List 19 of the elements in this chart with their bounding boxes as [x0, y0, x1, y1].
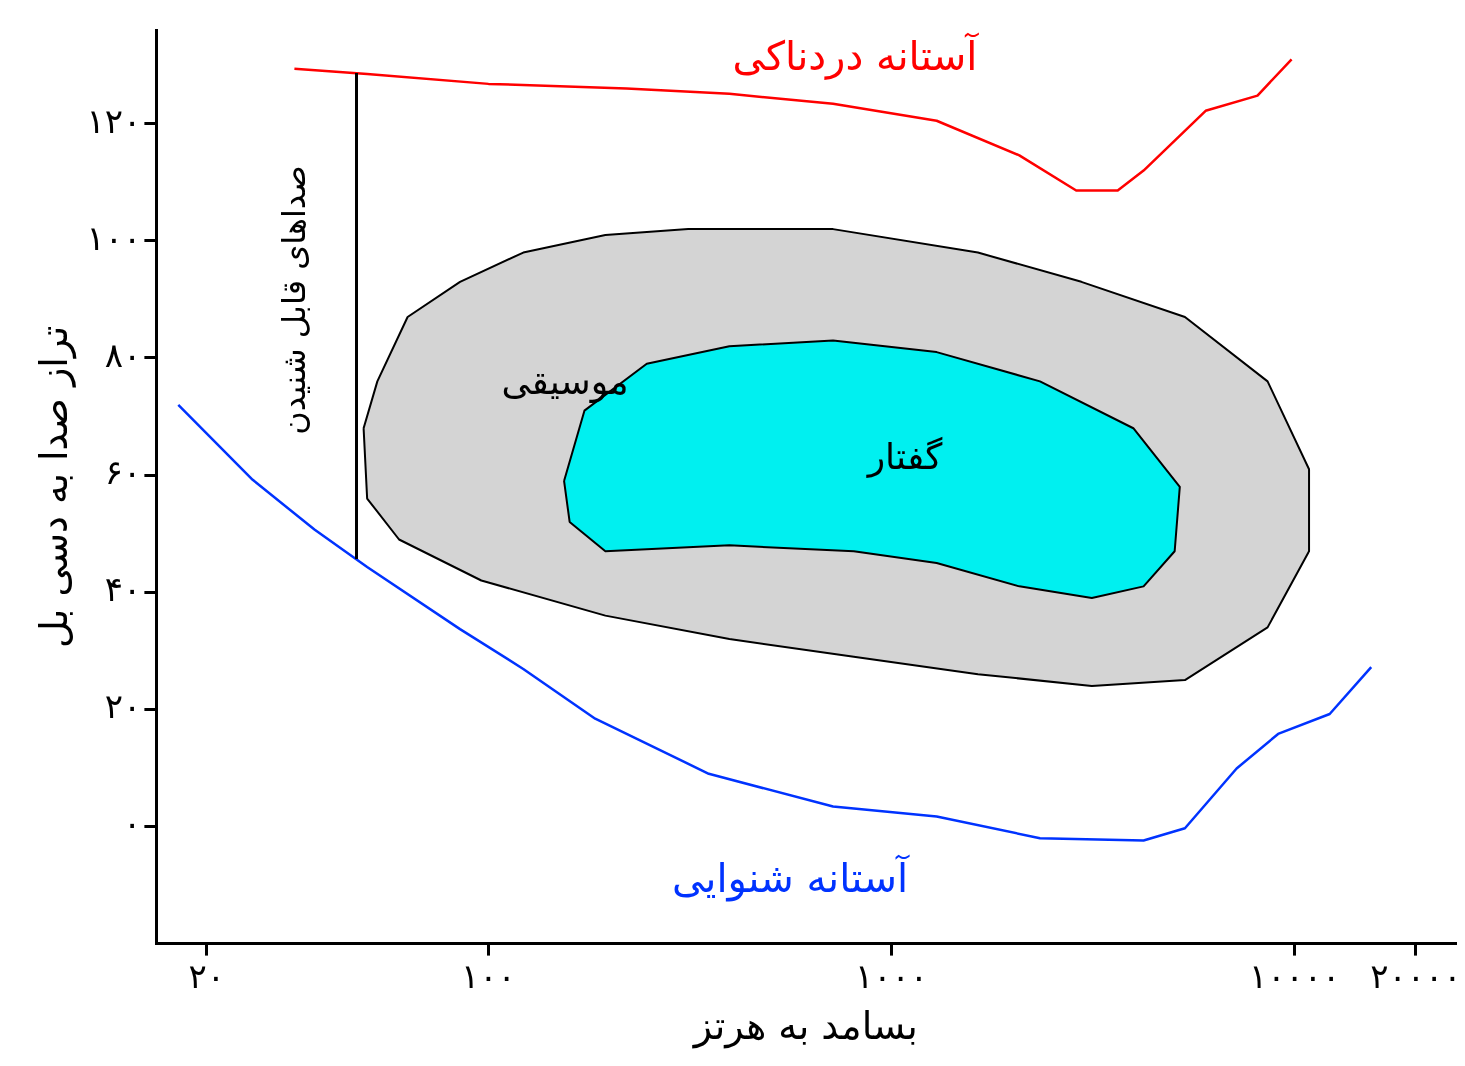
x-tick-label: ۱۰۰۰۰: [1248, 955, 1341, 996]
y-tick-label: ۲۰: [104, 686, 142, 727]
y-axis-title: تراز صدا به دسی بل: [31, 325, 77, 648]
y-tick-label: ۰: [123, 803, 142, 844]
series-label: آستانه دردناکی: [732, 32, 980, 81]
series-label: موسیقی: [501, 361, 629, 404]
y-tick-label: ۶۰: [104, 451, 142, 492]
series-label: گفتار: [865, 436, 944, 479]
y-tick-label: ۱۲۰: [86, 100, 142, 141]
series-label: آستانه شنوایی: [671, 854, 910, 903]
x-tick-label: ۱۰۰۰: [855, 955, 929, 996]
x-tick-label: ۱۰۰: [461, 955, 516, 996]
y-tick-label: ۴۰: [104, 569, 142, 610]
y-tick-label: ۸۰: [104, 334, 142, 375]
x-tick-label: ۲۰۰۰۰: [1370, 955, 1462, 996]
annotation: صداهای قابل شنیدن: [274, 165, 313, 435]
x-tick-label: ۲۰: [188, 955, 226, 996]
y-tick-label: ۱۰۰: [86, 217, 142, 258]
x-axis-title: بسامد به هرتز: [691, 1004, 918, 1050]
